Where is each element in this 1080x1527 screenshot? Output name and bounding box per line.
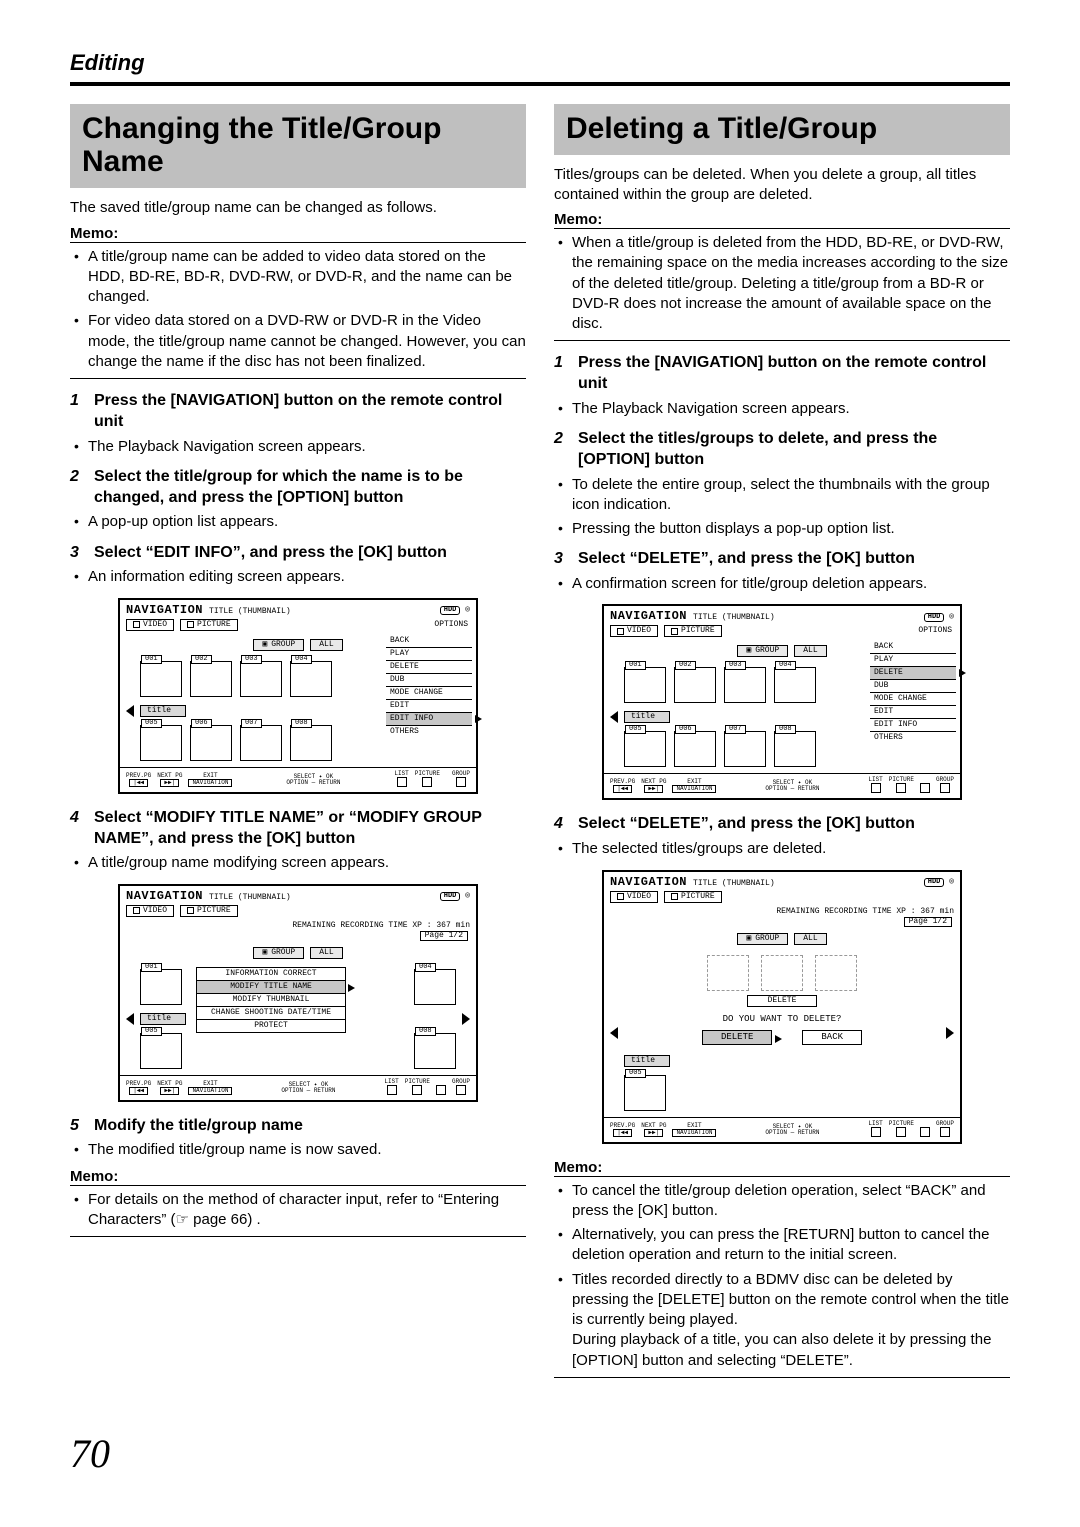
- right-column: Deleting a Title/Group Titles/groups can…: [554, 104, 1010, 1390]
- col2-intro: Titles/groups can be deleted. When you d…: [554, 165, 1010, 204]
- memo-item: For details on the method of character i…: [72, 1190, 526, 1231]
- memo-heading: Memo:: [70, 1167, 526, 1186]
- memo-heading: Memo:: [70, 224, 526, 243]
- memo-item: To cancel the title/group deletion opera…: [556, 1181, 1010, 1222]
- step-sub: A confirmation screen for title/group de…: [556, 574, 1010, 594]
- confirm-question: DO YOU WANT TO DELETE?: [624, 1015, 940, 1024]
- step-3: 3Select “EDIT INFO”, and press the [OK] …: [70, 543, 526, 564]
- nav-diagram-confirm-delete: NAVIGATION TITLE (THUMBNAIL) HDD VIDEO P…: [602, 870, 962, 1144]
- step-sub: A title/group name modifying screen appe…: [72, 853, 526, 873]
- step-sub: The modified title/group name is now sav…: [72, 1140, 526, 1160]
- left-column: Changing the Title/Group Name The saved …: [70, 104, 526, 1390]
- memo-item: A title/group name can be added to video…: [72, 247, 526, 308]
- confirm-back-button: BACK: [802, 1030, 862, 1045]
- col1-title: Changing the Title/Group Name: [70, 104, 526, 188]
- step-4: 4Select “MODIFY TITLE NAME” or “MODIFY G…: [70, 808, 526, 850]
- options-menu: BACK PLAY DELETE DUB MODE CHANGE EDIT ED…: [386, 635, 472, 738]
- step-1: 1Press the [NAVIGATION] button on the re…: [70, 391, 526, 433]
- memo-item: Alternatively, you can press the [RETURN…: [556, 1225, 1010, 1266]
- nav-footer: PREV.PG|◀◀ NEXT PG▶▶| EXITNAVIGATION SEL…: [120, 767, 476, 792]
- step-sub: An information editing screen appears.: [72, 567, 526, 587]
- section-header: Editing: [70, 50, 1010, 86]
- confirm-delete-button: DELETE: [702, 1030, 772, 1045]
- col1-intro: The saved title/group name can be change…: [70, 198, 526, 218]
- step-2: 2Select the title/group for which the na…: [70, 467, 526, 509]
- step-sub: A pop-up option list appears.: [72, 512, 526, 532]
- page-number: 70: [70, 1430, 1010, 1477]
- step-sub: The Playback Navigation screen appears.: [72, 437, 526, 457]
- nav-diagram-delete-opt: NAVIGATION TITLE (THUMBNAIL) HDD VIDEO P…: [602, 604, 962, 800]
- nav-diagram-modify: NAVIGATION TITLE (THUMBNAIL) HDD VIDEO P…: [118, 884, 478, 1102]
- memo-list: A title/group name can be added to video…: [70, 247, 526, 373]
- step-sub: The Playback Navigation screen appears.: [556, 399, 1010, 419]
- step-5: 5Modify the title/group name: [70, 1116, 526, 1137]
- col2-title: Deleting a Title/Group: [554, 104, 1010, 155]
- step-sub: Pressing the button displays a pop-up op…: [556, 519, 1010, 539]
- nav-diagram-edit-info: NAVIGATION TITLE (THUMBNAIL) HDD VIDEO P…: [118, 598, 478, 794]
- memo-item: For video data stored on a DVD-RW or DVD…: [72, 311, 526, 372]
- memo-item: When a title/group is deleted from the H…: [556, 233, 1010, 334]
- step-sub: To delete the entire group, select the t…: [556, 475, 1010, 516]
- step-sub: The selected titles/groups are deleted.: [556, 839, 1010, 859]
- memo-item: Titles recorded directly to a BDMV disc …: [556, 1270, 1010, 1371]
